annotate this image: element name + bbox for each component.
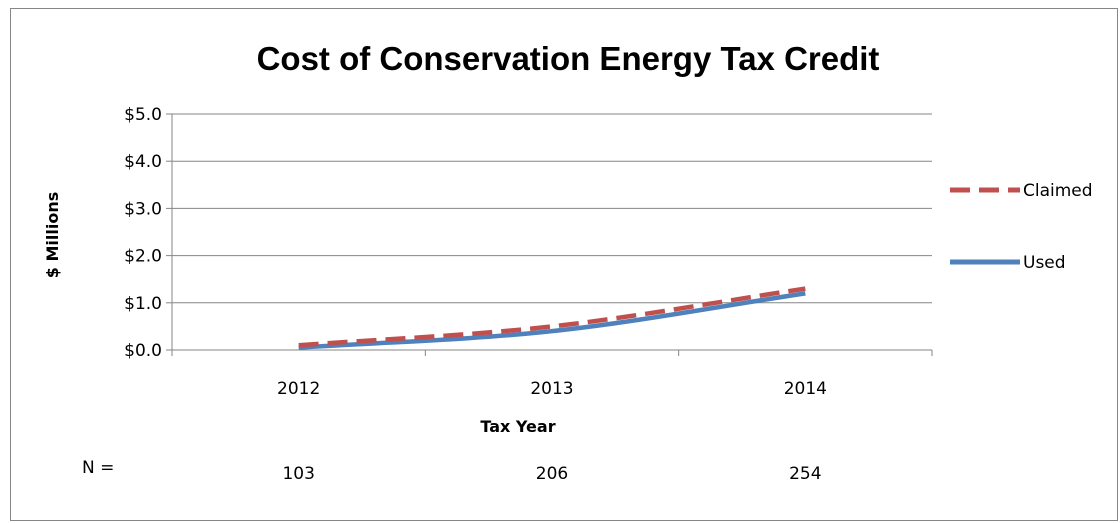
- y-axis-title: $ Millions: [43, 192, 62, 278]
- series-line-claimed: [298, 286, 806, 348]
- axes: [166, 113, 933, 356]
- legend: Claimed Used: [950, 181, 1093, 273]
- y-tick-label: $1.0: [124, 294, 162, 314]
- y-tick-label: $4.0: [124, 152, 162, 172]
- y-tick-label: $5.0: [124, 105, 162, 125]
- n-label: N =: [82, 458, 114, 478]
- chart-title: Cost of Conservation Energy Tax Credit: [257, 40, 880, 77]
- n-values: 103 206 254: [282, 464, 821, 484]
- tick-labels: $0.0 $1.0 $2.0 $3.0 $4.0 $5.0 2012 2013 2014: [124, 105, 827, 399]
- series-line-used: [298, 291, 806, 350]
- y-tick-label: $0.0: [124, 341, 162, 361]
- n-value: 103: [282, 464, 314, 484]
- y-tick-label: $3.0: [124, 199, 162, 219]
- n-value: 206: [536, 464, 568, 484]
- legend-label-claimed: Claimed: [1023, 181, 1093, 201]
- y-tick-label: $2.0: [124, 247, 162, 267]
- x-tick-label: 2012: [277, 379, 320, 399]
- gridlines: [172, 113, 932, 304]
- series: [298, 286, 806, 350]
- chart-frame: [10, 8, 1118, 521]
- n-value: 254: [789, 464, 821, 484]
- x-tick-label: 2014: [784, 379, 827, 399]
- x-tick-label: 2013: [530, 379, 573, 399]
- x-axis-title: Tax Year: [480, 417, 555, 436]
- legend-label-used: Used: [1023, 253, 1066, 273]
